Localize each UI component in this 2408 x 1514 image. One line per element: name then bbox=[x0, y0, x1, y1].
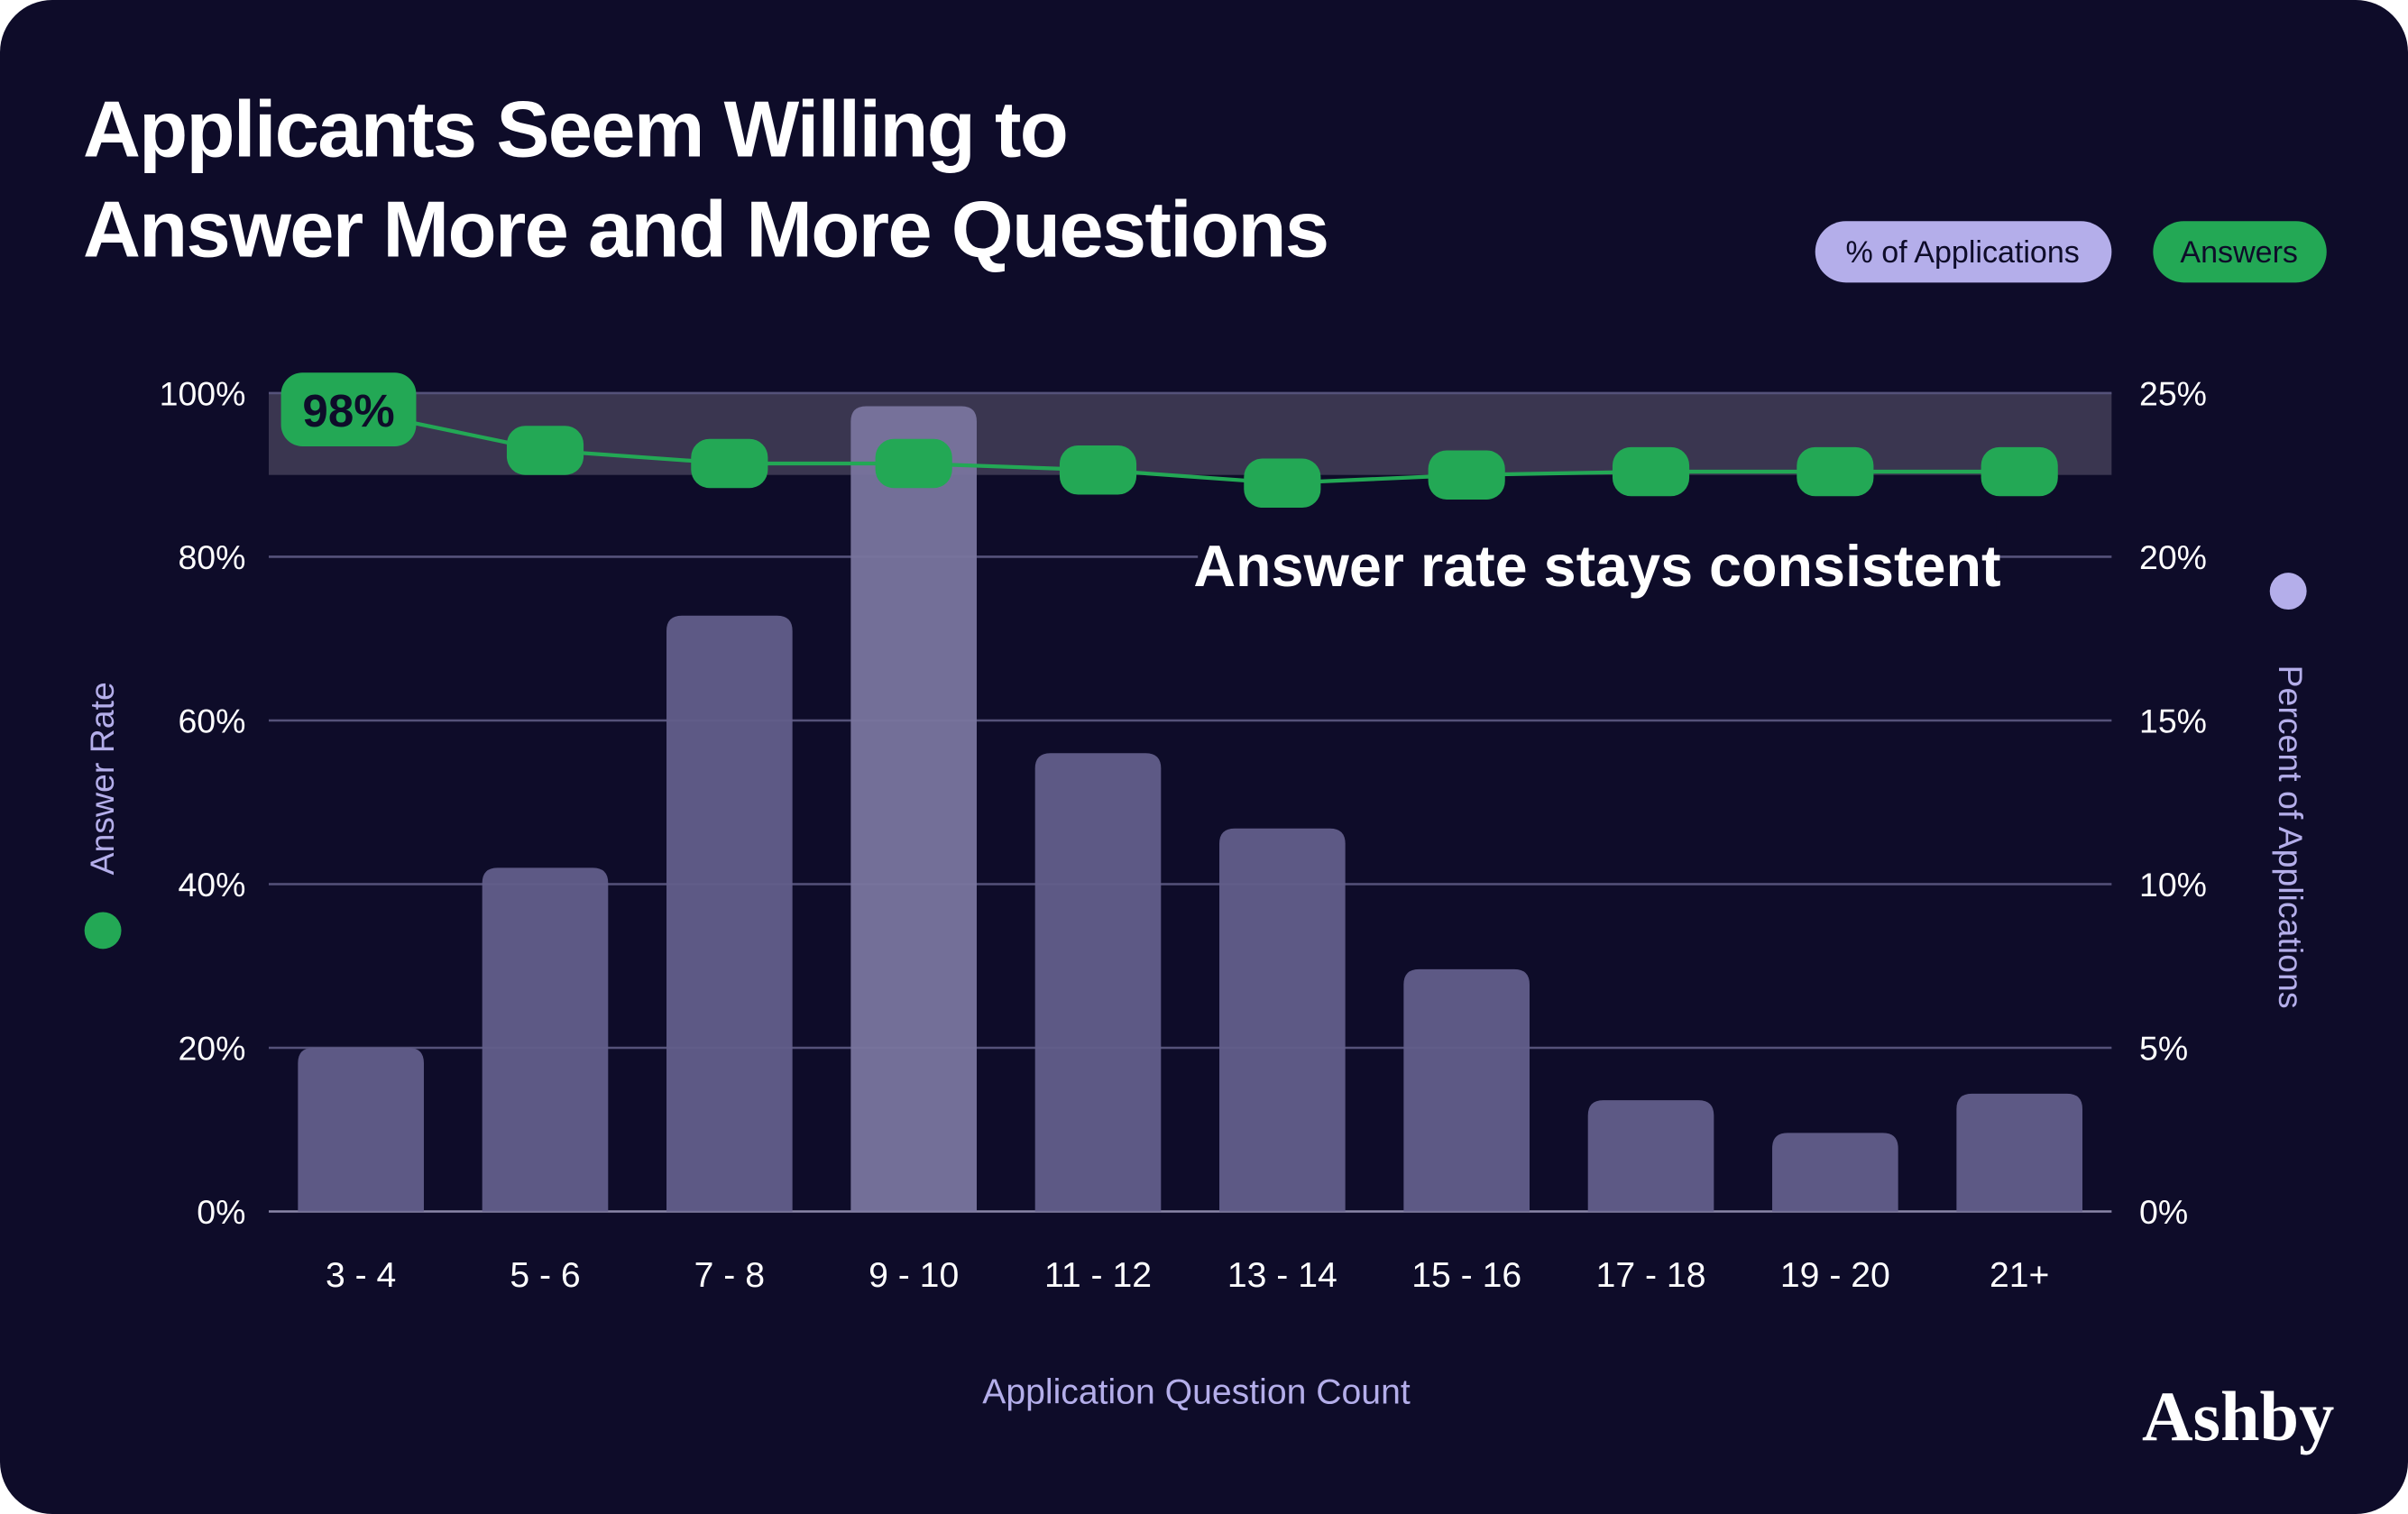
line-point bbox=[1428, 450, 1505, 500]
chart-title-line-1: Applicants Seem Willing to bbox=[83, 85, 1067, 174]
line-point bbox=[691, 438, 768, 489]
x-tick-label: 19 - 20 bbox=[1780, 1256, 1890, 1295]
chart-title-line-2: Answer More and More Questions bbox=[83, 184, 1328, 273]
legend-answers-pill bbox=[2153, 221, 2327, 283]
right-tick-label: 5% bbox=[2139, 1030, 2188, 1068]
x-axis-title: Application Question Count bbox=[982, 1372, 1411, 1411]
bar bbox=[298, 1048, 424, 1212]
line-point bbox=[506, 426, 584, 475]
x-tick-label: 21+ bbox=[1990, 1256, 2049, 1295]
right-tick-label: 0% bbox=[2139, 1193, 2188, 1231]
line-point bbox=[1059, 445, 1137, 495]
line-point-label: 98% bbox=[302, 385, 394, 436]
right-tick-label: 25% bbox=[2139, 375, 2207, 413]
bar bbox=[1956, 1093, 2083, 1212]
bar bbox=[1772, 1133, 1898, 1212]
bar bbox=[1034, 753, 1162, 1212]
left-tick-label: 40% bbox=[178, 866, 245, 904]
left-axis-dot-icon bbox=[84, 912, 122, 950]
right-axis-title: Percent of Applications bbox=[2272, 665, 2310, 1009]
legend-answers-label: Answers bbox=[2180, 235, 2298, 270]
left-axis-title: Answer Rate bbox=[83, 682, 121, 875]
x-tick-label: 13 - 14 bbox=[1227, 1256, 1337, 1295]
line-point-label-bg bbox=[280, 372, 417, 446]
line-point bbox=[1981, 446, 2058, 497]
x-tick-label: 9 - 10 bbox=[869, 1256, 959, 1295]
legend-pct-pill bbox=[1815, 221, 2112, 283]
left-tick-label: 20% bbox=[178, 1030, 245, 1068]
right-axis-dot-icon bbox=[2269, 573, 2307, 610]
bar bbox=[666, 615, 793, 1212]
bar bbox=[1219, 828, 1346, 1212]
line-point bbox=[1797, 446, 1874, 497]
line-point bbox=[875, 438, 952, 489]
right-tick-label: 20% bbox=[2139, 538, 2207, 576]
line-point bbox=[1244, 458, 1321, 509]
plot-area: 0% 0% 20% 5% 40% 10% 60% 15% 80% 20% 100% 25% 3 - 4 5… bbox=[160, 372, 2207, 1295]
bar bbox=[1587, 1100, 1714, 1212]
x-tick-label: 3 - 4 bbox=[326, 1256, 396, 1295]
left-tick-label: 60% bbox=[178, 702, 245, 740]
annotation-text: Answer rate stays consistent bbox=[1193, 533, 2000, 599]
bar bbox=[850, 406, 977, 1212]
left-axis-label: Answer Rate bbox=[83, 682, 122, 950]
right-tick-label: 10% bbox=[2139, 866, 2207, 904]
annotation-mask bbox=[1198, 519, 1997, 594]
x-tick-label: 7 - 8 bbox=[694, 1256, 765, 1295]
legend-pct-label: % of Applications bbox=[1846, 235, 2080, 270]
ashby-logo: Ashby bbox=[2142, 1377, 2334, 1455]
x-tick-label: 17 - 18 bbox=[1596, 1256, 1706, 1295]
bar bbox=[482, 867, 609, 1212]
left-tick-label: 100% bbox=[160, 375, 246, 413]
bar bbox=[1403, 968, 1530, 1212]
x-tick-label: 15 - 16 bbox=[1411, 1256, 1521, 1295]
x-tick-label: 11 - 12 bbox=[1044, 1256, 1152, 1295]
x-tick-label: 5 - 6 bbox=[510, 1256, 580, 1295]
left-tick-label: 80% bbox=[178, 538, 245, 576]
left-tick-label: 0% bbox=[197, 1193, 245, 1231]
answer-rate-line bbox=[348, 408, 2020, 485]
right-axis-label: Percent of Applications bbox=[2269, 573, 2310, 1009]
line-point bbox=[1612, 446, 1690, 497]
right-tick-label: 15% bbox=[2139, 702, 2207, 740]
legend: % of Applications Answers bbox=[1815, 221, 2327, 283]
